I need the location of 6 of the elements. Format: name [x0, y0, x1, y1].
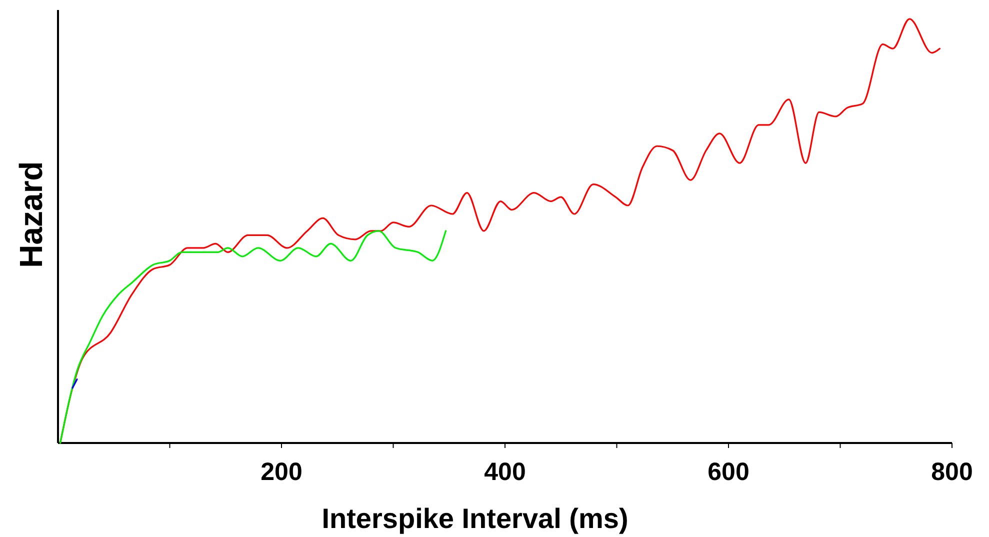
- x-tick-label: 200: [260, 458, 302, 486]
- x-tick-label: 400: [484, 458, 526, 486]
- y-axis-title: Hazard: [13, 161, 49, 268]
- x-tick-label: 800: [931, 458, 973, 486]
- x-axis-title: Interspike Interval (ms): [322, 503, 628, 534]
- x-tick-label: 600: [708, 458, 750, 486]
